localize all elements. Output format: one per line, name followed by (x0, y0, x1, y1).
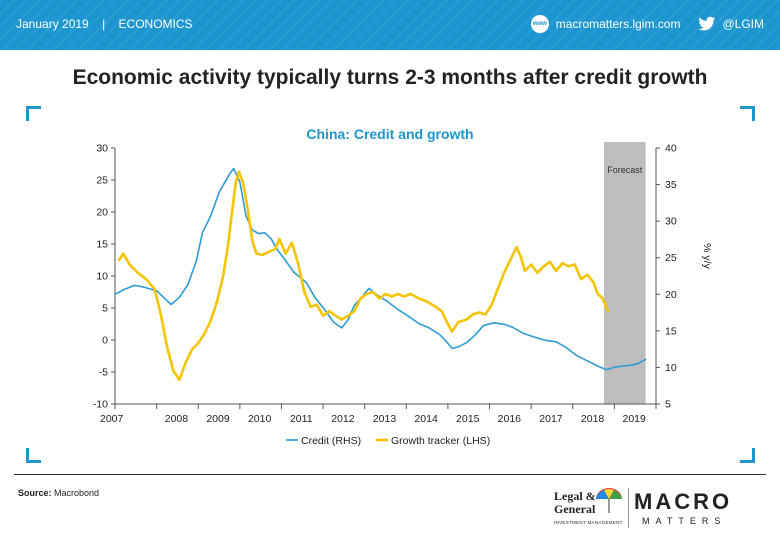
corner-bracket-bottom-right (740, 448, 755, 463)
y-left-tick-label: 30 (96, 143, 108, 155)
corner-bracket-top-right (740, 106, 755, 121)
forecast-region (603, 142, 646, 404)
header-meta: January 2019 | ECONOMICS (16, 17, 203, 31)
x-tick-label: 2015 (456, 413, 480, 425)
y-left-tick-label: 5 (102, 303, 108, 315)
legend-label: Credit (RHS) (301, 435, 361, 447)
chart-title: China: Credit and growth (306, 126, 474, 142)
source-value: Macrobond (54, 488, 100, 498)
x-tick-label: 2009 (206, 413, 230, 425)
www-icon: www (530, 15, 549, 33)
x-tick-label: 2014 (414, 413, 438, 425)
y-right-tick-label: 15 (665, 325, 677, 337)
header-section[interactable]: ECONOMICS (118, 17, 193, 31)
x-tick-label: 2011 (290, 413, 313, 425)
x-tick-label: 2010 (248, 413, 272, 425)
y-right-tick-label: 40 (665, 143, 677, 155)
x-tick-label: 2017 (539, 413, 563, 425)
source-label: Source: (18, 488, 52, 498)
footer-divider (14, 474, 766, 475)
legal-general-subtitle: INVESTMENT MANAGEMENT (554, 520, 623, 525)
series-line-credit (114, 167, 647, 371)
source-note: Source: Macrobond (18, 488, 99, 498)
x-tick-label: 2007 (100, 413, 124, 425)
legal-general-logo: Legal & General (554, 490, 596, 516)
header-date: January 2019 (16, 17, 89, 31)
legal-general-logo-line2: General (554, 502, 596, 516)
x-tick-label: 2008 (165, 413, 189, 425)
x-tick-label: 2012 (331, 413, 355, 425)
macro-matters-logo: MACRO (634, 489, 733, 514)
y-right-tick-label: 5 (665, 399, 671, 411)
y-left-tick-label: 20 (96, 207, 108, 219)
y-right-tick-label: 20 (665, 289, 677, 301)
y-left-tick-label: 15 (96, 239, 108, 251)
y-left-tick-label: -10 (93, 399, 108, 411)
macro-matters-subtitle: MATTERS (642, 516, 727, 526)
legal-general-logo-line1: Legal & (554, 489, 596, 503)
logo-separator (628, 488, 629, 528)
y-right-tick-label: 30 (665, 216, 677, 228)
header-separator: | (102, 17, 106, 31)
header-links: www macromatters.lgim.com @LGIM (530, 15, 764, 33)
twitter-handle[interactable]: @LGIM (722, 17, 764, 31)
corner-bracket-top-left (26, 106, 41, 121)
y-left-tick-label: 0 (102, 335, 108, 347)
corner-bracket-bottom-left (26, 448, 41, 463)
y-right-axis-label: % y/y (701, 243, 713, 269)
legend-label: Growth tracker (LHS) (391, 435, 490, 447)
chart: Forecast302520151050-5-10403530252015105… (93, 142, 713, 447)
twitter-icon (698, 16, 716, 31)
header-bar: January 2019 | ECONOMICS www macromatter… (0, 0, 780, 50)
y-left-tick-label: 25 (96, 175, 108, 187)
x-tick-label: 2019 (623, 413, 647, 425)
y-right-tick-label: 25 (665, 252, 677, 264)
y-right-tick-label: 35 (665, 179, 677, 191)
page-title: Economic activity typically turns 2-3 mo… (72, 66, 708, 89)
series-line-growth-tracker (117, 170, 610, 381)
y-right-tick-label: 10 (665, 362, 677, 374)
x-tick-label: 2016 (498, 413, 522, 425)
x-tick-label: 2013 (373, 413, 397, 425)
website-link[interactable]: macromatters.lgim.com (555, 17, 681, 31)
y-left-tick-label: -5 (99, 367, 108, 379)
x-tick-label: 2018 (581, 413, 605, 425)
forecast-label: Forecast (607, 165, 643, 175)
y-left-tick-label: 10 (96, 271, 108, 283)
